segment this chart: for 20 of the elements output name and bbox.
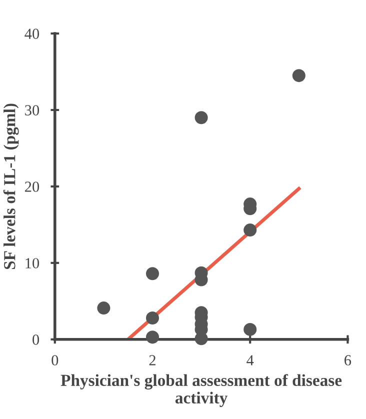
point <box>292 69 306 82</box>
point <box>194 111 208 124</box>
x-tick-label: 4 <box>246 355 254 366</box>
y-tick-label: 0 <box>32 334 40 345</box>
y-axis-title: SF levels of IL-1 (pgml) <box>3 104 19 270</box>
y-tick-label: 30 <box>25 105 40 116</box>
x-tick-label: 6 <box>344 355 352 366</box>
point <box>146 267 160 280</box>
point <box>244 322 257 336</box>
point <box>194 332 208 346</box>
point <box>146 311 160 324</box>
y-tick-label: 40 <box>24 28 40 39</box>
y-tick-label: 10 <box>26 258 40 268</box>
y-tick-label: 20 <box>25 182 40 192</box>
x-tick-label: 2 <box>149 355 156 366</box>
point <box>97 302 110 315</box>
point <box>244 224 257 237</box>
x-axis-title: Physician's global assessment of disease activity <box>60 374 342 407</box>
x-tick-label: 0 <box>52 355 58 366</box>
point <box>146 330 160 344</box>
